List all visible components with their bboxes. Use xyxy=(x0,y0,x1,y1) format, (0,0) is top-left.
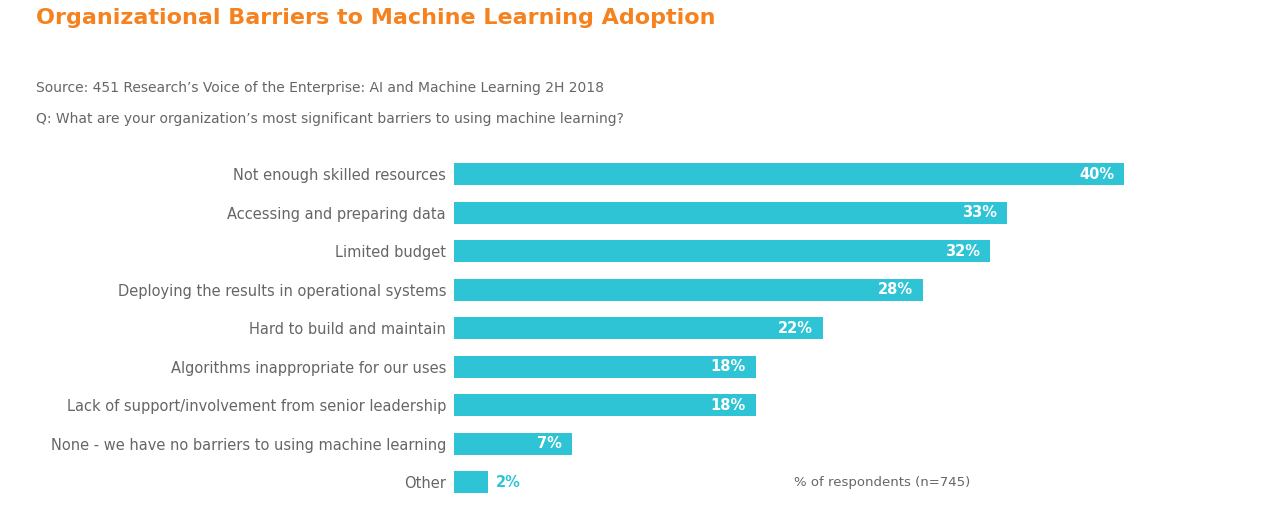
Text: 7%: 7% xyxy=(536,436,562,451)
Bar xyxy=(454,279,923,301)
Bar xyxy=(454,240,991,263)
Bar xyxy=(454,355,756,378)
Bar xyxy=(454,394,756,416)
Text: Organizational Barriers to Machine Learning Adoption: Organizational Barriers to Machine Learn… xyxy=(36,8,716,28)
Text: 18%: 18% xyxy=(710,359,746,374)
Text: 40%: 40% xyxy=(1079,167,1115,182)
Text: Source: 451 Research’s Voice of the Enterprise: AI and Machine Learning 2H 2018: Source: 451 Research’s Voice of the Ente… xyxy=(36,81,604,95)
Bar xyxy=(454,432,572,455)
Bar xyxy=(454,471,488,493)
Text: 28%: 28% xyxy=(878,282,914,297)
Text: 2%: 2% xyxy=(497,475,521,490)
Text: % of respondents (n=745): % of respondents (n=745) xyxy=(794,476,970,489)
Bar xyxy=(454,163,1124,185)
Text: 22%: 22% xyxy=(778,321,813,336)
Text: 18%: 18% xyxy=(710,398,746,413)
Text: 33%: 33% xyxy=(963,205,997,220)
Text: 32%: 32% xyxy=(946,244,980,259)
Bar xyxy=(454,202,1007,224)
Text: Q: What are your organization’s most significant barriers to using machine learn: Q: What are your organization’s most sig… xyxy=(36,112,623,126)
Bar xyxy=(454,317,823,339)
